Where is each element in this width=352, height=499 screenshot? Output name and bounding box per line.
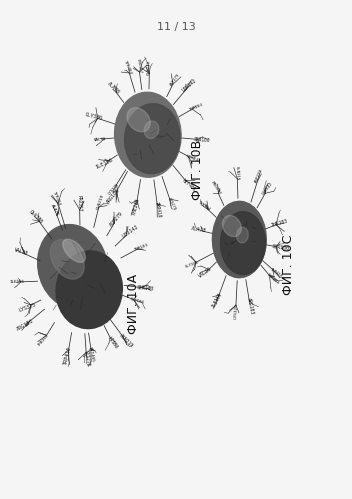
Text: LEU142: LEU142	[121, 225, 139, 239]
Text: ILE166: ILE166	[9, 280, 24, 284]
Text: LYS325: LYS325	[233, 303, 238, 319]
Text: PHE265: PHE265	[132, 197, 140, 215]
Text: ALA78: ALA78	[106, 81, 120, 95]
Text: ALA78: ALA78	[190, 227, 207, 234]
Text: VAL30: VAL30	[94, 137, 107, 142]
Text: MET405: MET405	[181, 178, 197, 192]
Ellipse shape	[212, 201, 266, 278]
Ellipse shape	[222, 216, 241, 237]
Text: LEU142: LEU142	[262, 182, 274, 196]
Text: ALA78: ALA78	[50, 204, 59, 217]
Text: ASP279: ASP279	[254, 168, 264, 184]
Text: ASN219: ASN219	[118, 333, 134, 348]
Text: LEU142: LEU142	[181, 78, 197, 93]
Ellipse shape	[50, 240, 84, 279]
Text: THR103: THR103	[134, 243, 149, 251]
Text: VAL30: VAL30	[13, 248, 29, 256]
Ellipse shape	[127, 108, 150, 132]
Text: GLU166: GLU166	[130, 297, 145, 305]
Text: THR103: THR103	[271, 218, 289, 228]
Text: GLY386: GLY386	[185, 260, 199, 269]
Text: MET405: MET405	[88, 346, 95, 362]
Text: PRO357: PRO357	[210, 181, 222, 196]
Text: ILE166: ILE166	[95, 157, 114, 170]
Text: LYS325: LYS325	[107, 183, 120, 196]
Text: PRO357: PRO357	[135, 58, 142, 74]
Text: CYS278: CYS278	[166, 197, 176, 212]
Text: SER100: SER100	[194, 137, 210, 143]
Ellipse shape	[56, 251, 122, 328]
Ellipse shape	[220, 212, 265, 274]
Text: TRP410: TRP410	[154, 201, 162, 218]
Text: TRP410: TRP410	[269, 267, 283, 278]
Text: ФИГ. 10C: ФИГ. 10C	[282, 235, 295, 294]
Text: LYS325: LYS325	[18, 302, 36, 312]
Text: CYS278: CYS278	[83, 350, 90, 367]
Ellipse shape	[144, 121, 159, 139]
Text: 11 / 13: 11 / 13	[157, 22, 195, 32]
Text: SER100: SER100	[136, 285, 154, 291]
Text: TRP410: TRP410	[63, 346, 72, 366]
Ellipse shape	[115, 92, 181, 177]
Text: TYR384: TYR384	[52, 190, 61, 206]
Text: GLY386: GLY386	[84, 113, 103, 121]
Text: ASP279: ASP279	[109, 210, 125, 228]
Text: PHE265: PHE265	[38, 333, 50, 346]
Text: ARG183: ARG183	[16, 318, 35, 331]
Text: THR103: THR103	[188, 102, 204, 112]
Text: ASP279: ASP279	[170, 72, 181, 86]
Text: TYR384: TYR384	[198, 201, 212, 212]
Text: VAL30: VAL30	[198, 266, 213, 279]
Ellipse shape	[125, 104, 180, 174]
Text: ФИГ. 10B: ФИГ. 10B	[191, 140, 203, 200]
Ellipse shape	[38, 225, 108, 309]
Text: ILE166: ILE166	[211, 292, 223, 309]
Text: ФИГ. 10A: ФИГ. 10A	[127, 274, 140, 334]
Text: SER100: SER100	[271, 244, 290, 251]
Text: TYR384: TYR384	[123, 60, 132, 75]
Text: GLN219: GLN219	[95, 193, 105, 210]
Text: HIS83: HIS83	[186, 154, 199, 163]
Text: PHE265: PHE265	[266, 273, 280, 285]
Text: PRO357: PRO357	[77, 196, 82, 212]
Text: GLN219: GLN219	[147, 60, 152, 75]
Text: GLN219: GLN219	[235, 166, 239, 180]
Ellipse shape	[63, 239, 86, 262]
Text: ARG183: ARG183	[106, 188, 121, 205]
Text: ARG183: ARG183	[246, 297, 254, 315]
Text: HIS83: HIS83	[107, 336, 119, 350]
Text: GLY386: GLY386	[29, 210, 44, 225]
Ellipse shape	[237, 227, 248, 243]
